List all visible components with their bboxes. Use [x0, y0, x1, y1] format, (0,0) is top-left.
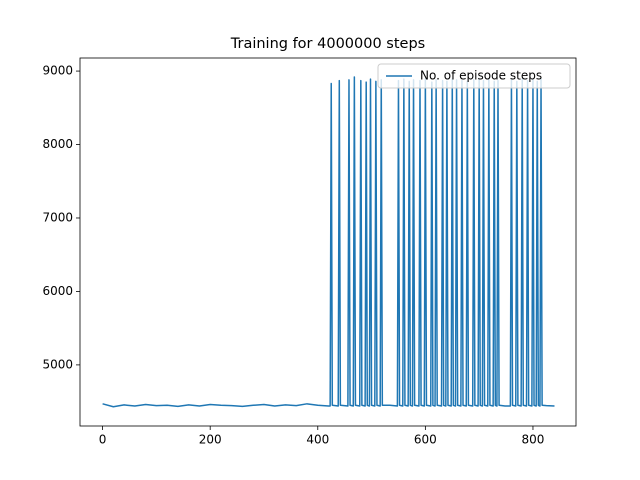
axes-frame: [79, 57, 577, 427]
y-tick-label: 5000: [42, 357, 73, 371]
x-tick-label: 200: [199, 433, 222, 447]
legend-box: [377, 63, 571, 89]
x-tick-label: 800: [522, 433, 545, 447]
x-tick-label: 0: [99, 433, 107, 447]
y-tick-label: 7000: [42, 210, 73, 224]
chart-title: Training for 4000000 steps: [230, 36, 425, 52]
y-tick-label: 9000: [42, 64, 73, 78]
x-tick-label: 600: [414, 433, 437, 447]
y-tick-label: 8000: [42, 137, 73, 151]
legend-label: No. of episode steps: [420, 69, 542, 83]
data-line: [102, 76, 555, 408]
y-tick-label: 6000: [42, 284, 73, 298]
x-tick-label: 400: [306, 433, 329, 447]
